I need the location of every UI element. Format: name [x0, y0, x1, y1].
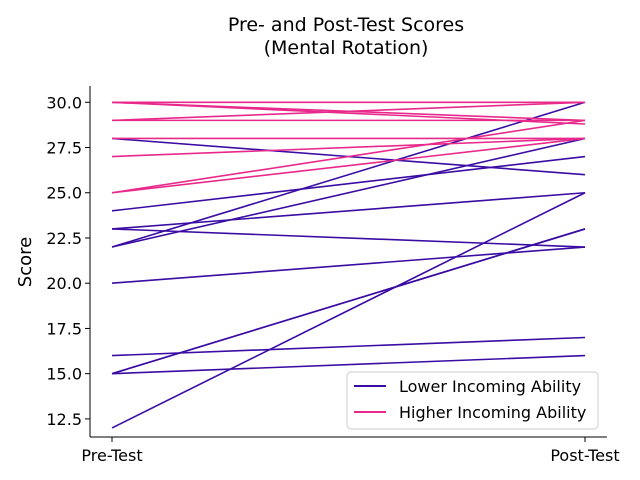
- y-tick-label: 15.0: [46, 365, 82, 384]
- legend-label: Lower Incoming Ability: [399, 377, 581, 396]
- series-line: [111, 137, 586, 158]
- series-line: [111, 354, 586, 375]
- series-line: [111, 228, 586, 375]
- y-tick-label: 22.5: [46, 229, 82, 248]
- series-lines: [111, 101, 586, 429]
- series-line: [111, 336, 586, 357]
- legend-box: [346, 371, 599, 430]
- y-axis-label: Score: [15, 237, 36, 287]
- y-ticks: 12.5 15.0 17.5 20.0 22.5 25.0 27.5 30.0: [46, 93, 90, 429]
- x-ticks: Pre-Test Post-Test: [81, 437, 620, 465]
- y-tick-label: 27.5: [46, 139, 82, 158]
- series-line: [111, 191, 586, 230]
- y-tick-label: 17.5: [46, 319, 82, 338]
- chart-subtitle: (Mental Rotation): [264, 37, 429, 59]
- y-tick-label: 20.0: [46, 274, 82, 293]
- series-line: [111, 101, 586, 125]
- chart-title: Pre- and Post-Test Scores: [228, 14, 464, 36]
- series-line: [111, 137, 586, 194]
- series-line: [111, 101, 586, 248]
- series-line: [111, 246, 586, 285]
- x-tick-label: Pre-Test: [81, 446, 142, 465]
- x-tick-label: Post-Test: [550, 446, 619, 465]
- series-line: [111, 155, 586, 212]
- y-tick-label: 12.5: [46, 410, 82, 429]
- y-tick-label: 30.0: [46, 93, 82, 112]
- legend: Lower Incoming Ability Higher Incoming Ab…: [346, 371, 599, 430]
- legend-label: Higher Incoming Ability: [399, 403, 586, 422]
- series-line: [111, 137, 586, 248]
- series-line: [111, 192, 586, 429]
- series-line: [111, 228, 586, 248]
- y-tick-label: 25.0: [46, 184, 82, 203]
- series-line: [111, 119, 586, 194]
